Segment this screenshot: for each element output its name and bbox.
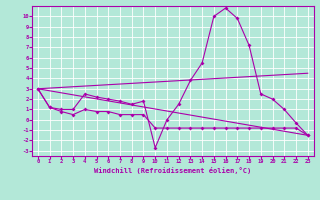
X-axis label: Windchill (Refroidissement éolien,°C): Windchill (Refroidissement éolien,°C) — [94, 167, 252, 174]
